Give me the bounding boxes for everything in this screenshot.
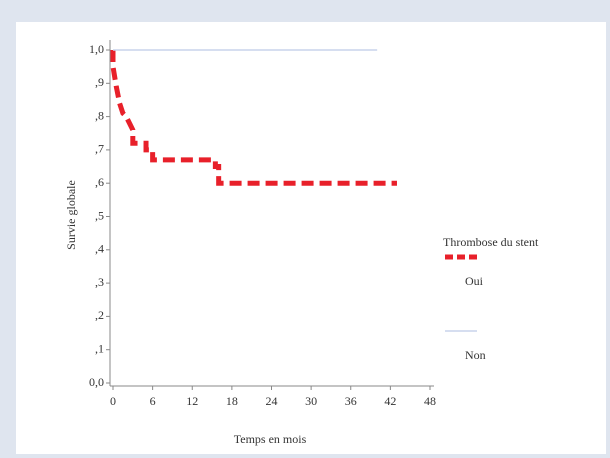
y-tick-label: ,8	[95, 108, 104, 122]
survival-curve	[110, 50, 397, 186]
y-tick-label: ,1	[95, 341, 104, 355]
legend-label: Oui	[465, 274, 484, 288]
y-tick-label: ,5	[95, 208, 104, 222]
x-tick-label: 6	[150, 394, 156, 408]
y-tick-label: ,6	[95, 175, 104, 189]
x-axis-title: Temps en mois	[234, 432, 307, 446]
x-tick-label: 36	[345, 394, 357, 408]
y-tick-label: ,3	[95, 275, 104, 289]
y-tick-label: 1,0	[89, 42, 104, 56]
y-tick-label: ,4	[95, 242, 104, 256]
panel	[16, 22, 606, 454]
x-tick-label: 30	[305, 394, 317, 408]
y-tick-label: ,7	[95, 142, 104, 156]
legend-label: Non	[465, 348, 486, 362]
x-tick-label: 24	[266, 394, 278, 408]
legend-title: Thrombose du stent	[443, 235, 539, 249]
x-tick-label: 18	[226, 394, 238, 408]
y-tick-label: ,9	[95, 75, 104, 89]
y-tick-label: ,2	[95, 308, 104, 322]
x-tick-label: 0	[110, 394, 116, 408]
x-tick-label: 42	[384, 394, 396, 408]
x-tick-label: 12	[186, 394, 198, 408]
x-tick-label: 48	[424, 394, 436, 408]
y-tick-label: 0,0	[89, 375, 104, 389]
y-axis-title: Survie globale	[64, 180, 78, 250]
